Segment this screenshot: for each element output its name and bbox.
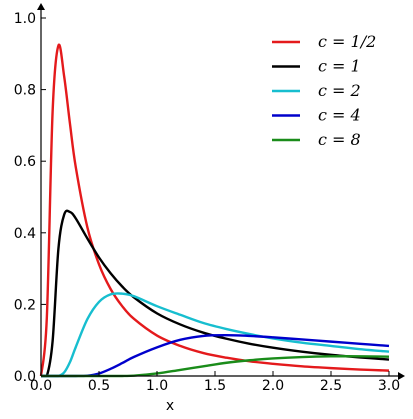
y-tick-label: 0.6 (14, 154, 36, 170)
x-tick-label: 0.0 (30, 378, 52, 394)
y-tick-label: 1.0 (14, 11, 36, 27)
y-axis-arrow (37, 3, 45, 10)
x-axis-title: x (166, 398, 174, 414)
x-axis-arrow (398, 372, 405, 380)
y-tick-label: 0.2 (14, 297, 36, 313)
x-tick-label: 1.5 (204, 378, 226, 394)
legend-label: c = 4 (318, 106, 361, 125)
series-line-1 (39, 43, 390, 377)
x-tick-label: 3.0 (378, 378, 400, 394)
y-tick-label: 0.0 (14, 369, 36, 385)
legend: c = 1/2 c = 1 c = 2 c = 4 c = 8 (272, 32, 376, 149)
y-tick-label: 0.4 (14, 226, 36, 242)
axes-layer: 0.0 0.5 1.0 1.5 2.0 2.5 3.0 0.0 0.2 0.4 0.6 0.8 1.0 (14, 3, 405, 394)
series-line-2 (41, 209, 390, 378)
legend-label: c = 2 (318, 81, 361, 100)
legend-label: c = 1 (318, 57, 361, 76)
x-tick-label: 1.0 (146, 378, 168, 394)
x-tick-label: 2.0 (262, 378, 284, 394)
legend-label: c = 1/2 (318, 32, 376, 51)
legend-label: c = 8 (318, 130, 361, 149)
x-tick-label: 0.5 (88, 378, 110, 394)
x-tick-label: 2.5 (320, 378, 342, 394)
y-tick-label: 0.8 (14, 83, 36, 99)
